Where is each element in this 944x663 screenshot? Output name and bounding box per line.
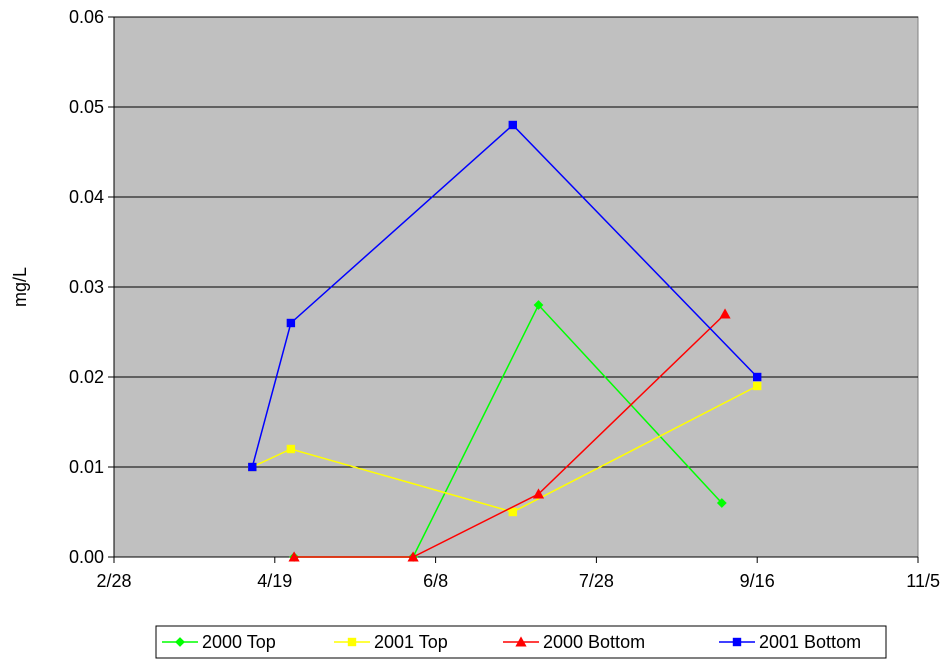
legend-item-2000-bottom: 2000 Bottom	[503, 632, 645, 652]
gridlines	[114, 16, 918, 468]
legend-label: 2000 Top	[202, 632, 276, 652]
legend-item-2000-top: 2000 Top	[162, 632, 276, 652]
legend-marker	[347, 637, 357, 647]
legend-item-2001-top: 2001 Top	[334, 632, 448, 652]
legend: 2000 Top 2001 Top 2000 Bottom 2001 Bottom	[155, 625, 887, 659]
x-tick-label: 4/19	[257, 571, 292, 591]
x-tick-label: 11/5	[906, 571, 940, 591]
y-tick-label: 0.04	[69, 187, 104, 207]
data-point-2001-bottom	[508, 120, 517, 130]
series-line-2001-bottom	[251, 123, 758, 468]
x-tick-label: 7/28	[579, 571, 614, 591]
data-point-2001-bottom	[753, 372, 762, 382]
legend-marker	[175, 637, 185, 647]
y-axis-title: mg/L	[10, 267, 30, 307]
y-tick-label: 0.06	[69, 7, 104, 27]
series-group	[248, 120, 762, 562]
y-tick-label: 0.00	[69, 547, 104, 567]
y-tick-label: 0.03	[69, 277, 104, 297]
y-tick-label: 0.01	[69, 457, 104, 477]
data-point-2000-bottom	[407, 551, 419, 562]
data-point-2001-top	[286, 444, 296, 454]
data-point-2001-bottom	[248, 462, 257, 472]
y-tick-label: 0.05	[69, 97, 104, 117]
legend-marker	[732, 637, 742, 647]
x-tick-label: 6/8	[423, 571, 448, 591]
x-tick-label: 9/16	[740, 571, 775, 591]
data-point-2001-top	[753, 381, 762, 391]
x-tick-label: 2/28	[96, 571, 131, 591]
data-point-2000-top	[533, 300, 544, 310]
legend-item-2001-bottom: 2001 Bottom	[719, 632, 861, 652]
data-point-2000-bottom	[288, 551, 300, 562]
y-tick-label: 0.02	[69, 367, 104, 387]
data-point-2000-bottom	[532, 488, 545, 499]
legend-marker	[515, 636, 527, 647]
legend-label: 2001 Top	[374, 632, 448, 652]
series-line-2001-top	[251, 385, 758, 513]
series-line-2000-bottom	[294, 313, 726, 558]
x-axis-ticks: 2/28 4/19 6/8 7/28 9/16 11/5	[96, 557, 940, 591]
series-2000-bottom	[288, 308, 731, 562]
data-point-2001-bottom	[286, 318, 296, 328]
data-point-2000-bottom	[719, 308, 731, 319]
data-point-2000-top	[716, 498, 727, 508]
y-axis-ticks: 0.00 0.01 0.02 0.03 0.04 0.05 0.06	[69, 7, 114, 567]
legend-label: 2000 Bottom	[543, 632, 645, 652]
legend-label: 2001 Bottom	[759, 632, 861, 652]
series-2001-bottom	[248, 120, 762, 472]
data-point-2001-top	[508, 507, 517, 517]
